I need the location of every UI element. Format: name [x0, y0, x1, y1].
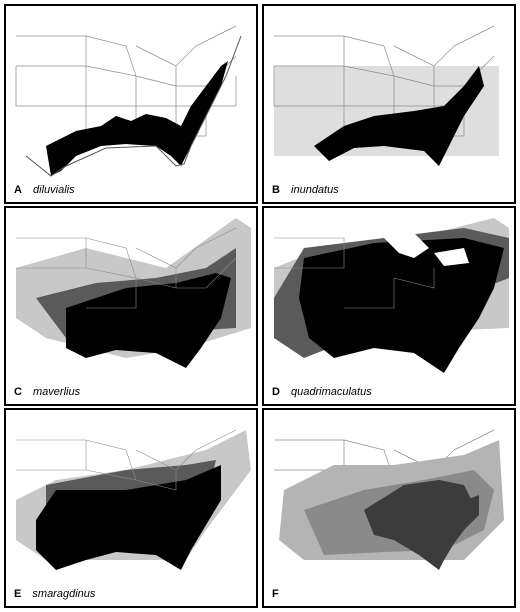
range-high-e — [36, 465, 221, 570]
range-high-d — [299, 238, 504, 373]
panel-letter: E — [14, 588, 22, 600]
panel-e: E smaragdinus — [4, 408, 258, 608]
range-high-c — [66, 273, 231, 368]
species-name: inundatus — [291, 184, 339, 196]
panel-d: D quadrimaculatus — [262, 206, 516, 406]
caption-b: B inundatus — [272, 184, 339, 196]
great-lakes-d — [384, 233, 469, 266]
caption-c: C maverlius — [14, 386, 80, 398]
map-b — [273, 25, 499, 166]
caption-e: E smaragdinus — [14, 588, 95, 600]
species-name: quadrimaculatus — [291, 386, 372, 398]
caption-d: D quadrimaculatus — [272, 386, 372, 398]
map-c — [16, 218, 251, 368]
caption-a: A diluvialis — [14, 184, 75, 196]
panel-letter: B — [272, 184, 280, 196]
panel-letter: F — [272, 588, 279, 600]
caption-f: F — [272, 588, 287, 600]
map-f — [274, 429, 504, 570]
panel-b: B inundatus — [262, 4, 516, 204]
panel-f: F — [262, 408, 516, 608]
panel-c: C maverlius — [4, 206, 258, 406]
species-name: diluvialis — [33, 184, 75, 196]
panel-letter: A — [14, 184, 22, 196]
panel-letter: D — [272, 386, 280, 398]
ecoregion-coast-f — [424, 495, 479, 560]
panel-a: A diluvialis — [4, 4, 258, 204]
panel-letter: C — [14, 386, 22, 398]
map-d — [274, 218, 509, 373]
map-e — [16, 429, 251, 570]
range-high-a — [46, 61, 228, 176]
map-a — [15, 25, 242, 177]
species-name: maverlius — [33, 386, 81, 398]
coast-a — [25, 35, 242, 177]
range-high-b — [314, 66, 484, 166]
species-name: smaragdinus — [32, 588, 96, 600]
